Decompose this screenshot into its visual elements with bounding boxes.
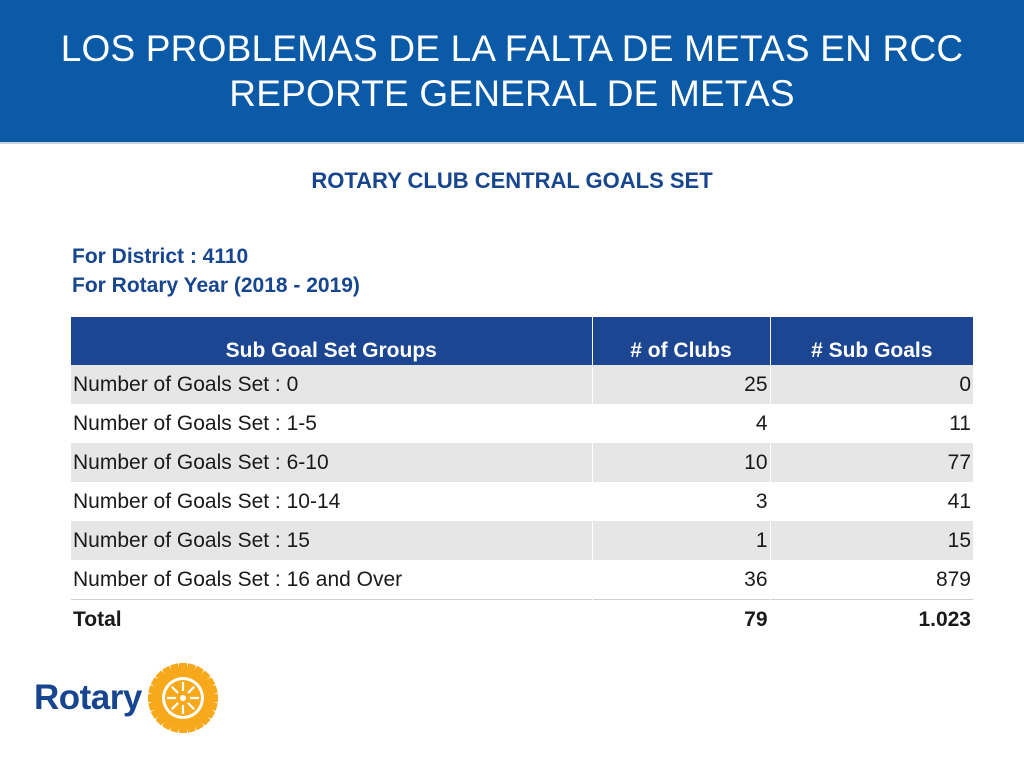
cell-sub-goals: 15 — [770, 521, 973, 560]
cell-clubs: 3 — [592, 482, 771, 521]
rotary-wordmark: Rotary — [34, 678, 142, 717]
rotary-year-label: For Rotary Year (2018 - 2019) — [72, 274, 360, 297]
cell-sub-goals: 11 — [770, 404, 973, 443]
rotary-wheel-icon — [147, 663, 218, 733]
cell-sub-goals: 77 — [770, 443, 973, 482]
cell-group: Number of Goals Set : 16 and Over — [71, 560, 593, 600]
cell-clubs: 10 — [592, 443, 771, 482]
cell-clubs: 4 — [592, 404, 771, 443]
cell-group: Number of Goals Set : 0 — [71, 365, 593, 404]
total-clubs: 79 — [592, 599, 771, 640]
table-row: Number of Goals Set : 1-5 4 11 — [71, 404, 973, 443]
table-row: Number of Goals Set : 6-10 10 77 — [71, 443, 973, 482]
table-row: Number of Goals Set : 10-14 3 41 — [71, 482, 973, 521]
cell-clubs: 36 — [592, 560, 771, 600]
total-sub-goals: 1.023 — [770, 599, 973, 640]
cell-sub-goals: 879 — [770, 560, 973, 600]
table-row: Number of Goals Set : 0 25 0 — [71, 365, 973, 404]
cell-clubs: 1 — [592, 521, 771, 560]
cell-group: Number of Goals Set : 10-14 — [71, 482, 593, 521]
slide-title-line-1: LOS PROBLEMAS DE LA FALTA DE METAS EN RC… — [60, 28, 964, 69]
table-row: Number of Goals Set : 16 and Over 36 879 — [71, 560, 973, 600]
slide-header: LOS PROBLEMAS DE LA FALTA DE METAS EN RC… — [0, 0, 1024, 144]
report-subtitle: ROTARY CLUB CENTRAL GOALS SET — [311, 168, 713, 193]
table-row: Number of Goals Set : 15 1 15 — [71, 521, 973, 560]
table-header-row: Sub Goal Set Groups # of Clubs # Sub Goa… — [71, 317, 973, 365]
district-label: For District : 4110 — [72, 245, 249, 268]
cell-sub-goals: 41 — [770, 482, 973, 521]
cell-group: Number of Goals Set : 15 — [71, 521, 593, 560]
cell-group: Number of Goals Set : 1-5 — [71, 404, 593, 443]
cell-clubs: 25 — [592, 365, 771, 404]
table-total-row: Total 79 1.023 — [71, 599, 973, 640]
goals-table: Sub Goal Set Groups # of Clubs # Sub Goa… — [71, 317, 973, 640]
column-header-sub-goals: # Sub Goals — [770, 317, 973, 365]
column-header-clubs: # of Clubs — [592, 317, 771, 365]
rotary-logo: Rotary — [34, 662, 224, 734]
column-header-groups: Sub Goal Set Groups — [71, 317, 593, 365]
total-label: Total — [71, 599, 593, 640]
cell-group: Number of Goals Set : 6-10 — [71, 443, 593, 482]
cell-sub-goals: 0 — [770, 365, 973, 404]
report-meta: For District : 4110 For Rotary Year (201… — [72, 242, 360, 300]
slide-title-line-2: REPORTE GENERAL DE METAS — [229, 73, 795, 114]
